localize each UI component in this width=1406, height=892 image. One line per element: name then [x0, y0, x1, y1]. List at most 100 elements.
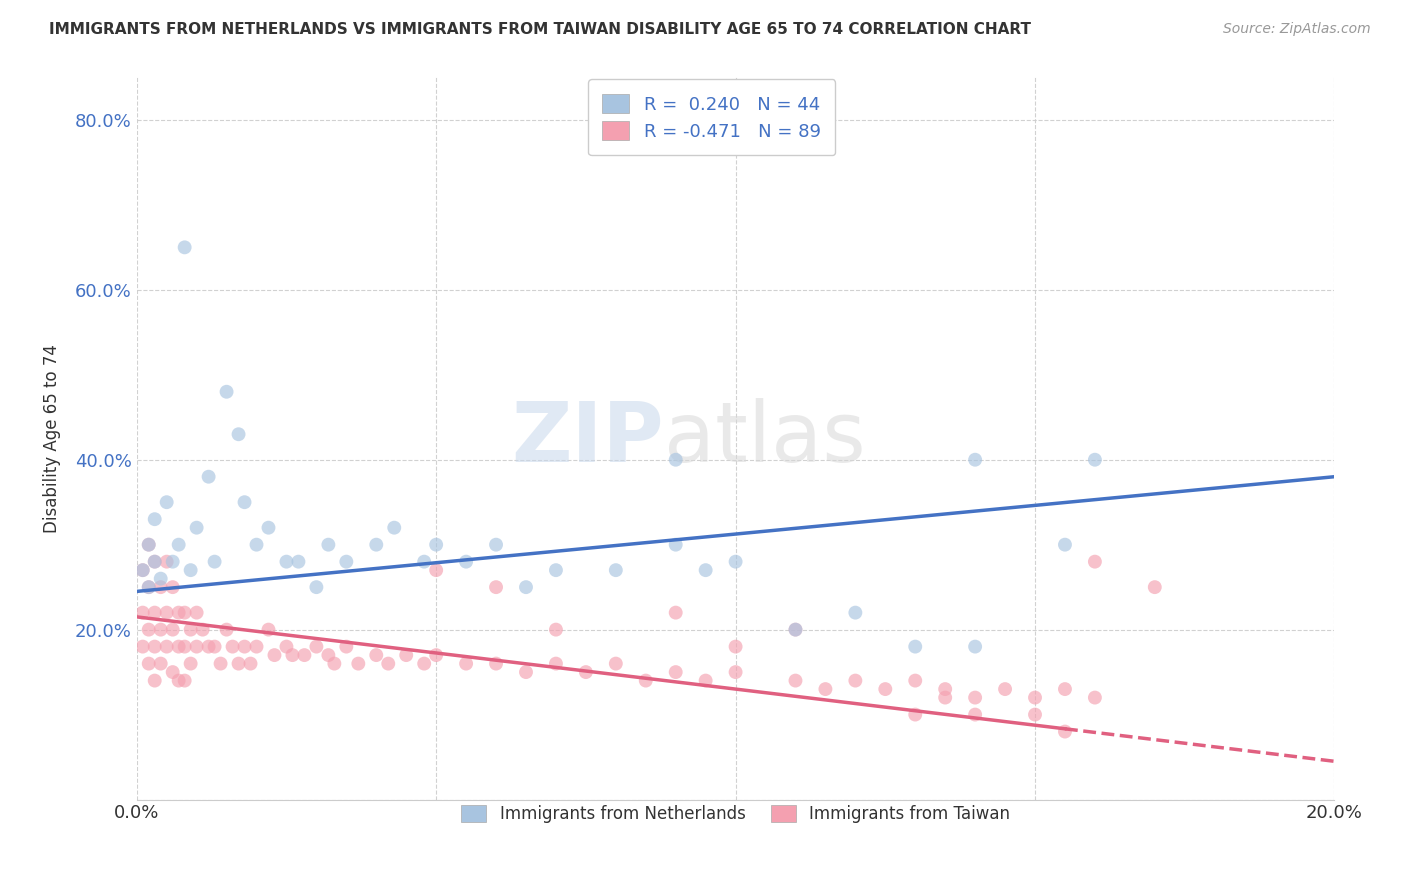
Point	[965, 640, 987, 654]
Point	[844, 606, 866, 620]
Point	[167, 606, 190, 620]
Point	[245, 640, 267, 654]
Point	[544, 623, 567, 637]
Point	[138, 538, 160, 552]
Point	[456, 657, 478, 671]
Point	[904, 707, 927, 722]
Point	[186, 606, 208, 620]
Point	[143, 555, 166, 569]
Point	[245, 538, 267, 552]
Point	[875, 682, 897, 697]
Point	[197, 469, 219, 483]
Point	[665, 665, 688, 679]
Point	[167, 538, 190, 552]
Point	[132, 563, 155, 577]
Point	[149, 657, 172, 671]
Point	[785, 623, 807, 637]
Text: IMMIGRANTS FROM NETHERLANDS VS IMMIGRANTS FROM TAIWAN DISABILITY AGE 65 TO 74 CO: IMMIGRANTS FROM NETHERLANDS VS IMMIGRANT…	[49, 22, 1031, 37]
Point	[1053, 538, 1076, 552]
Point	[215, 623, 238, 637]
Y-axis label: Disability Age 65 to 74: Disability Age 65 to 74	[44, 344, 60, 533]
Point	[665, 606, 688, 620]
Point	[544, 657, 567, 671]
Point	[162, 623, 184, 637]
Point	[156, 495, 179, 509]
Point	[233, 640, 256, 654]
Point	[965, 707, 987, 722]
Point	[1084, 690, 1107, 705]
Point	[844, 673, 866, 688]
Point	[305, 640, 328, 654]
Point	[180, 657, 202, 671]
Point	[395, 648, 418, 662]
Point	[143, 512, 166, 526]
Point	[814, 682, 837, 697]
Point	[665, 538, 688, 552]
Point	[1053, 682, 1076, 697]
Point	[180, 563, 202, 577]
Point	[1084, 452, 1107, 467]
Point	[785, 673, 807, 688]
Point	[1084, 555, 1107, 569]
Point	[149, 623, 172, 637]
Point	[233, 495, 256, 509]
Point	[162, 580, 184, 594]
Point	[318, 648, 340, 662]
Point	[149, 572, 172, 586]
Point	[425, 538, 447, 552]
Point	[1053, 724, 1076, 739]
Point	[138, 580, 160, 594]
Point	[695, 673, 717, 688]
Point	[138, 623, 160, 637]
Point	[197, 640, 219, 654]
Point	[377, 657, 399, 671]
Point	[132, 640, 155, 654]
Point	[167, 673, 190, 688]
Point	[228, 427, 250, 442]
Point	[785, 623, 807, 637]
Point	[456, 555, 478, 569]
Point	[695, 563, 717, 577]
Point	[138, 580, 160, 594]
Point	[515, 580, 537, 594]
Point	[965, 690, 987, 705]
Point	[294, 648, 316, 662]
Point	[186, 521, 208, 535]
Point	[276, 555, 298, 569]
Point	[221, 640, 243, 654]
Point	[143, 673, 166, 688]
Point	[173, 640, 195, 654]
Point	[191, 623, 214, 637]
Point	[575, 665, 598, 679]
Point	[156, 606, 179, 620]
Point	[173, 240, 195, 254]
Point	[287, 555, 309, 569]
Point	[724, 665, 747, 679]
Point	[143, 640, 166, 654]
Point	[485, 657, 508, 671]
Point	[228, 657, 250, 671]
Point	[167, 640, 190, 654]
Point	[138, 538, 160, 552]
Text: atlas: atlas	[664, 398, 866, 479]
Point	[965, 452, 987, 467]
Point	[1143, 580, 1166, 594]
Point	[425, 563, 447, 577]
Point	[413, 657, 436, 671]
Point	[1024, 690, 1046, 705]
Point	[318, 538, 340, 552]
Point	[173, 606, 195, 620]
Point	[515, 665, 537, 679]
Point	[281, 648, 304, 662]
Point	[305, 580, 328, 594]
Point	[239, 657, 262, 671]
Point	[204, 640, 226, 654]
Point	[425, 648, 447, 662]
Point	[323, 657, 346, 671]
Point	[544, 563, 567, 577]
Point	[335, 555, 357, 569]
Point	[276, 640, 298, 654]
Point	[162, 665, 184, 679]
Point	[180, 623, 202, 637]
Text: Source: ZipAtlas.com: Source: ZipAtlas.com	[1223, 22, 1371, 37]
